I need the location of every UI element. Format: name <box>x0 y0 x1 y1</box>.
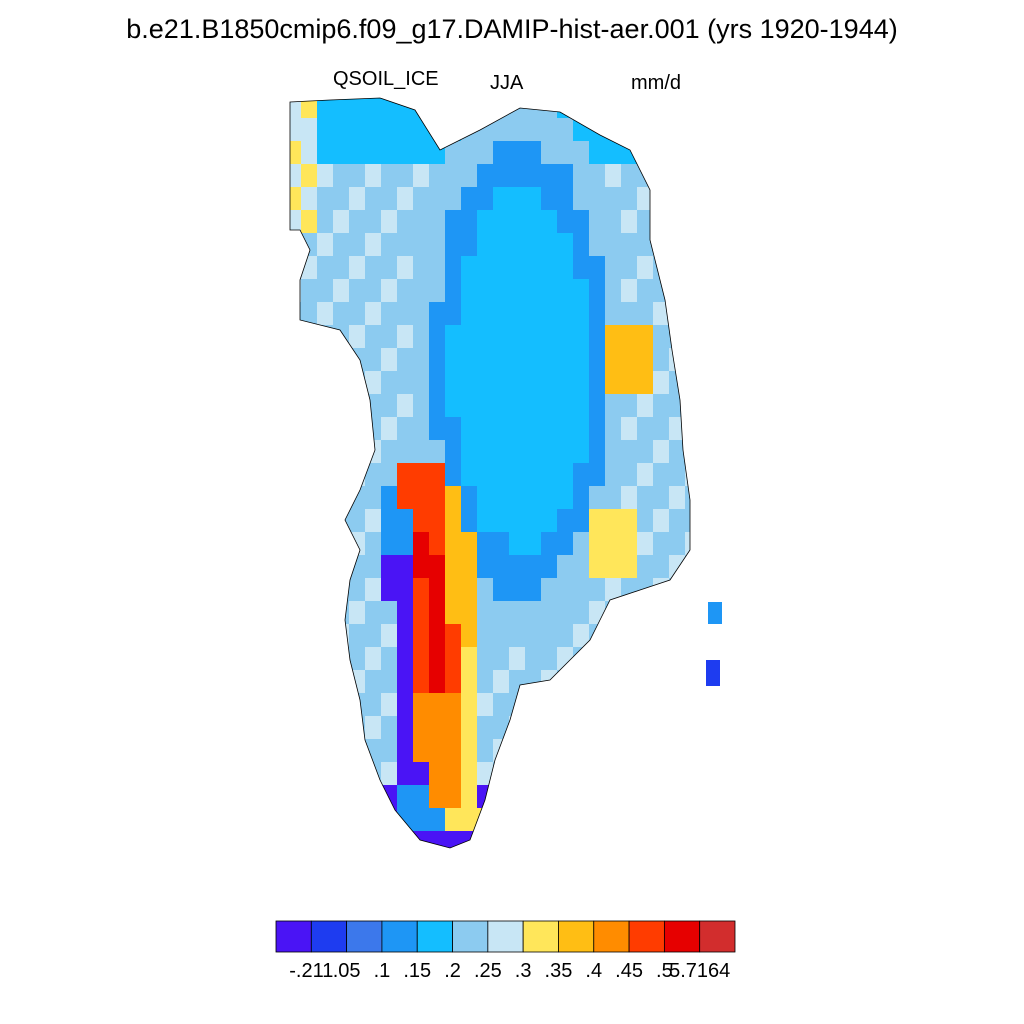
colorbar-swatch <box>699 920 736 953</box>
colorbar-swatch <box>346 920 383 953</box>
plot-title: b.e21.B1850cmip6.f09_g17.DAMIP-hist-aer.… <box>126 14 898 44</box>
colorbar-label: .25 <box>473 960 502 982</box>
colorbar-label: .05 <box>332 960 361 982</box>
units-label: mm/d <box>631 72 681 94</box>
colorbar-swatch <box>593 920 630 953</box>
colorbar-label: 5.7164 <box>669 960 731 982</box>
colorbar-swatch <box>663 920 701 953</box>
colorbar-swatch <box>487 920 524 953</box>
island-cell <box>706 660 720 686</box>
colorbar-swatch <box>381 920 418 953</box>
colorbar-swatch <box>452 920 489 953</box>
colorbar-label: .15 <box>403 960 432 982</box>
colorbar-swatch <box>628 920 665 953</box>
island-cell <box>708 602 722 624</box>
season-label: JJA <box>490 72 524 94</box>
colorbar-swatch <box>558 920 595 953</box>
variable-label: QSOIL_ICE <box>333 68 439 90</box>
colorbar-swatch <box>416 920 453 953</box>
colorbar-swatch <box>522 920 559 953</box>
greenland-map <box>289 97 722 849</box>
colorbar-label: .35 <box>544 960 573 982</box>
colorbar-label: .45 <box>615 960 643 982</box>
colorbar-swatch <box>275 920 312 953</box>
colorbar-label: .1 <box>373 960 391 982</box>
colorbar-label: .4 <box>585 960 603 982</box>
coastline <box>289 97 691 849</box>
colorbar-label: .2 <box>444 960 461 982</box>
colorbar-label: -.211 <box>289 960 334 982</box>
colorbar-label: .3 <box>514 960 532 982</box>
colorbar-label: .5 <box>656 960 673 982</box>
colorbar-swatch <box>310 920 348 953</box>
